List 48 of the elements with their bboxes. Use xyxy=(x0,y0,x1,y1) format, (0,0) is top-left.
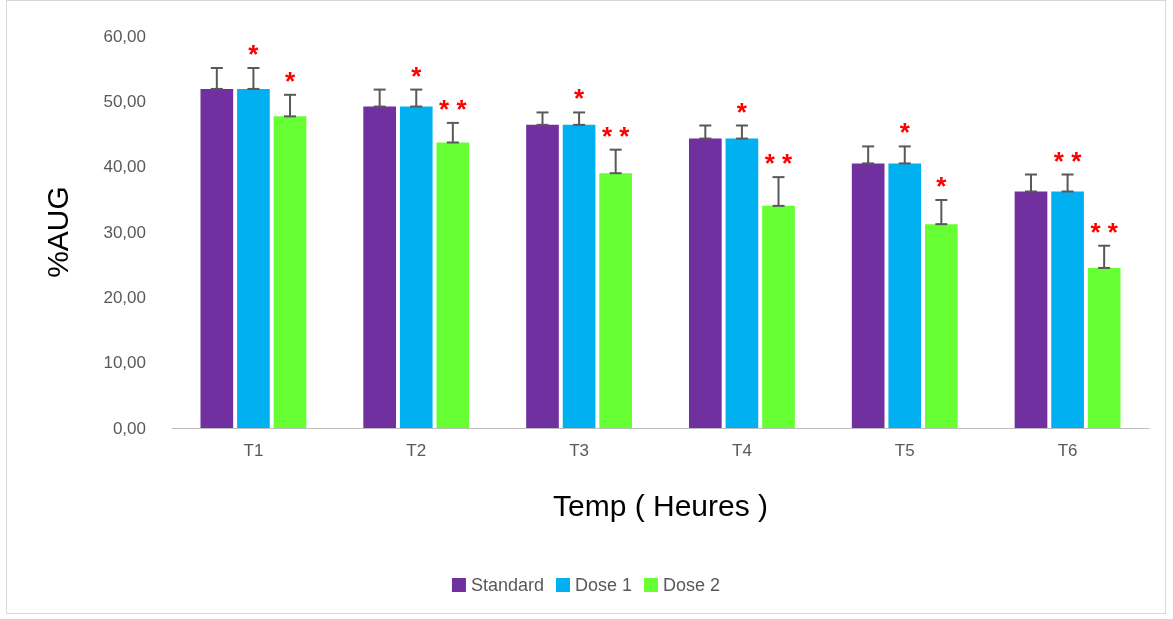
annotation: * xyxy=(411,60,423,91)
bar xyxy=(762,205,795,428)
bar xyxy=(363,106,396,428)
annotation: * xyxy=(899,117,911,148)
bar xyxy=(399,106,433,428)
bar xyxy=(526,124,559,428)
annotation: * xyxy=(936,170,948,201)
annotation: * * xyxy=(601,120,631,151)
y-tick-label: 50,00 xyxy=(103,91,146,111)
x-tick-label: T3 xyxy=(569,441,590,460)
annotation: * * xyxy=(764,148,794,179)
annotation: * xyxy=(736,96,748,127)
legend-label: Dose 2 xyxy=(663,575,721,595)
y-tick-label: 60,00 xyxy=(103,26,146,46)
bar xyxy=(436,142,470,428)
bar xyxy=(273,116,307,428)
annotation: * xyxy=(284,65,296,96)
bar xyxy=(725,138,759,428)
legend-label: Standard xyxy=(470,575,544,595)
x-tick-label: T4 xyxy=(731,441,752,460)
annotation: * xyxy=(248,39,260,70)
bar xyxy=(888,163,922,428)
bar xyxy=(1087,267,1121,428)
bar xyxy=(562,124,596,428)
bar xyxy=(925,224,958,428)
bar xyxy=(851,163,885,428)
x-tick-label: T1 xyxy=(243,441,264,460)
bar xyxy=(237,88,270,428)
annotation: * * xyxy=(439,93,468,124)
x-axis-title: Temp ( Heures ) xyxy=(552,488,769,522)
y-tick-label: 20,00 xyxy=(103,287,146,307)
bar xyxy=(1051,191,1084,428)
y-tick-label: 30,00 xyxy=(103,222,146,242)
x-tick-label: T5 xyxy=(894,441,915,460)
y-tick-label: 40,00 xyxy=(103,157,146,177)
bar xyxy=(200,88,234,428)
annotation: * * xyxy=(1090,216,1119,247)
bar xyxy=(689,138,722,428)
legend-label: Dose 1 xyxy=(575,575,633,595)
y-tick-label: 10,00 xyxy=(103,353,146,373)
annotation: * xyxy=(574,83,586,114)
x-tick-label: T2 xyxy=(406,441,427,460)
bar xyxy=(1014,191,1048,428)
bar xyxy=(599,173,632,428)
x-tick-label: T6 xyxy=(1057,441,1078,460)
annotation: * * xyxy=(1053,145,1083,176)
y-axis-title: %AUG xyxy=(40,186,74,278)
y-tick-label: 0,00 xyxy=(112,418,146,438)
